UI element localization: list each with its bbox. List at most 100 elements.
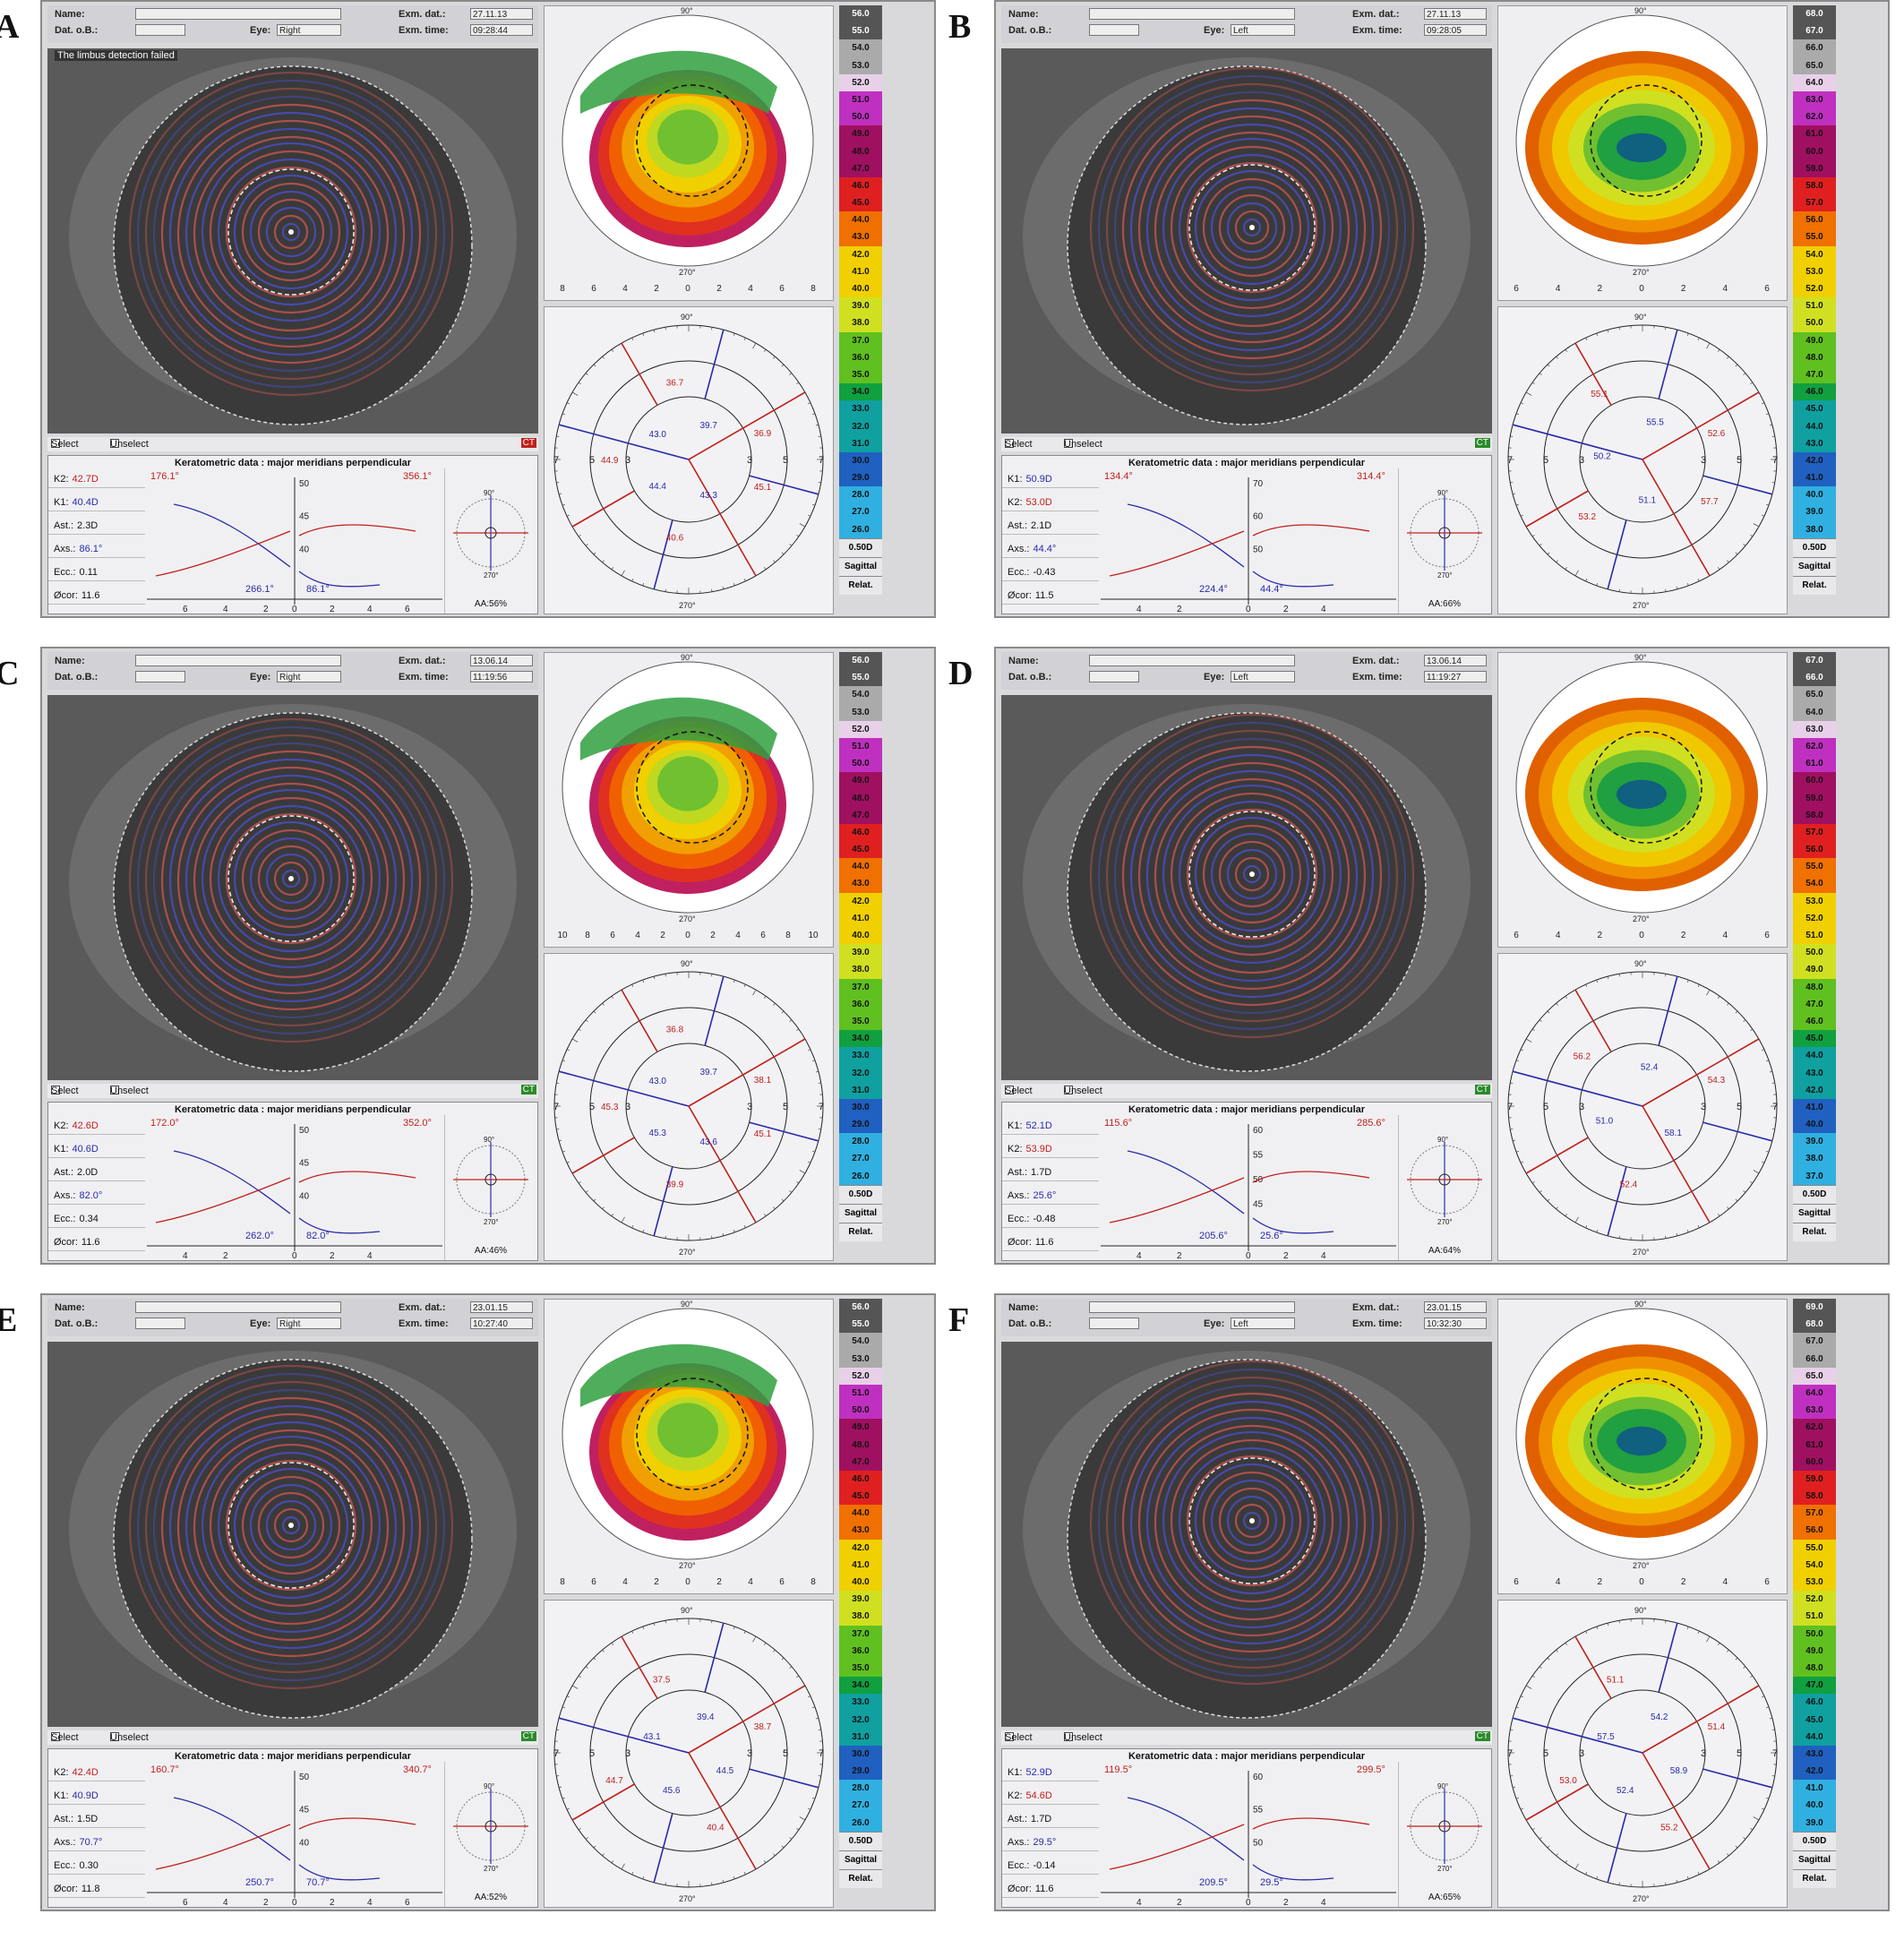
eye-field[interactable]: Right — [277, 671, 341, 682]
meridian-polar-map[interactable]: 38.1 39.7 36.8 43.0 45.3 45.3 39.9 43.6 45.1 90° 2… — [544, 953, 834, 1261]
scale-step[interactable]: 0.50D — [839, 1831, 882, 1850]
placido-ring — [144, 87, 438, 381]
kera-value: 40.4D — [72, 497, 99, 508]
ct-badge: CT — [520, 1085, 536, 1094]
eye-image[interactable] — [47, 695, 538, 1080]
name-field[interactable] — [135, 8, 341, 20]
meridian-value: 43.0 — [649, 1077, 667, 1086]
kera-value: -0.14 — [1033, 1860, 1056, 1871]
topography-map[interactable]: 90° 270° 6 4 2 0 2 4 6 — [1497, 652, 1788, 948]
scale-mode[interactable]: Relat. — [1793, 575, 1836, 595]
topography-map[interactable]: 90° 270° 8 6 4 2 0 2 4 6 8 — [544, 1299, 834, 1594]
exam-time-field[interactable]: 09:28:44 — [470, 24, 533, 36]
y-tick: 50 — [299, 1126, 310, 1136]
placido-ring — [1089, 1360, 1415, 1686]
scale-mode[interactable]: Relat. — [839, 1222, 882, 1241]
meridian-line — [749, 1768, 819, 1789]
kera-key: Ecc.: — [1008, 1860, 1030, 1871]
scale-type[interactable]: Sagittal — [839, 556, 882, 576]
name-field[interactable] — [135, 655, 341, 666]
scale-step[interactable]: 0.50D — [1793, 1831, 1836, 1850]
eye-field[interactable]: Left — [1231, 671, 1295, 682]
scale-step[interactable]: 0.50D — [1793, 537, 1836, 557]
scale-step[interactable]: 0.50D — [839, 1184, 882, 1204]
meridian-polar-map[interactable]: 54.3 52.4 56.2 51.0 52.4 58.1 90° 270° 7 5 3 3 5 7 — [1497, 953, 1788, 1261]
scale-step: 51.0 — [839, 737, 882, 756]
dob-field[interactable] — [135, 1318, 185, 1329]
meridian-polar-map[interactable]: 52.6 55.5 55.1 50.2 53.2 51.1 57.7 90° 270° 7 5 3 3 5… — [1497, 306, 1788, 614]
topography-map[interactable]: 90° 270° 8 6 4 2 0 2 4 6 8 — [544, 5, 834, 301]
eye-field[interactable]: Left — [1231, 24, 1295, 36]
eye-field[interactable]: Left — [1231, 1318, 1295, 1329]
scale-step: 68.0 — [1793, 1316, 1836, 1334]
scale-type[interactable]: Sagittal — [1793, 1850, 1836, 1869]
pupil-overlay — [636, 731, 749, 844]
meridian-value: 39.7 — [700, 421, 718, 431]
topo-x-tick: 2 — [1598, 284, 1603, 294]
eye-field[interactable]: Right — [277, 1318, 341, 1329]
exam-time-field[interactable]: 10:32:30 — [1424, 1318, 1487, 1329]
polar-270-label: 270° — [679, 1894, 696, 1903]
dob-field[interactable] — [135, 671, 185, 682]
eye-image[interactable] — [1001, 1342, 1492, 1727]
panel-label: D — [948, 655, 973, 692]
eye-field[interactable]: Right — [277, 24, 341, 36]
exam-date-field[interactable]: 13.06.14 — [470, 655, 533, 666]
meridian-line — [1574, 989, 1612, 1052]
meridian-line — [1512, 1717, 1643, 1754]
topography-map[interactable]: 90° 270° 10 8 6 4 2 0 2 4 6 8 10 — [544, 652, 834, 948]
scale-step: 36.0 — [839, 348, 882, 366]
exam-date-field[interactable]: 27.11.13 — [470, 8, 533, 20]
scale-step[interactable]: 0.50D — [839, 537, 882, 557]
scale-type[interactable]: Sagittal — [1793, 1203, 1836, 1223]
topography-map[interactable]: 90° 270° 6 4 2 0 2 4 6 — [1497, 5, 1788, 301]
exam-date-field[interactable]: 23.01.15 — [470, 1301, 533, 1313]
scale-type[interactable]: Sagittal — [1793, 556, 1836, 576]
meridian-value: 43.3 — [700, 491, 718, 501]
scale-type[interactable]: Sagittal — [839, 1850, 882, 1869]
placido-ring — [1210, 1479, 1294, 1563]
kera-key: Øcor: — [54, 1237, 78, 1248]
name-field[interactable] — [1089, 8, 1295, 20]
dob-field[interactable] — [1089, 24, 1139, 36]
scale-mode[interactable]: Relat. — [839, 575, 882, 595]
name-field[interactable] — [135, 1301, 341, 1313]
eye-image[interactable] — [47, 1342, 538, 1727]
meridian-polar-map[interactable]: 51.4 54.2 51.1 57.5 53.0 52.4 55.2 58.9 90° 270° 7… — [1497, 1600, 1788, 1908]
scale-step: 59.0 — [1793, 1470, 1836, 1489]
dob-field[interactable] — [1089, 1318, 1139, 1329]
dob-field[interactable] — [1089, 671, 1139, 682]
scale-step: 66.0 — [1793, 1350, 1836, 1368]
scale-step[interactable]: 0.50D — [1793, 1184, 1836, 1204]
flat-meridian-curve — [173, 503, 381, 588]
name-field[interactable] — [1089, 655, 1295, 666]
eye-image[interactable] — [1001, 48, 1492, 433]
scale-mode[interactable]: Relat. — [1793, 1868, 1836, 1888]
exam-time-field[interactable]: 11:19:56 — [470, 671, 533, 682]
scale-mode[interactable]: Relat. — [839, 1868, 882, 1888]
exam-date-field[interactable]: 23.01.15 — [1424, 1301, 1487, 1313]
x-tick: 2 — [330, 1898, 335, 1907]
meridian-polar-map[interactable]: 36.9 39.7 36.7 43.0 44.9 44.4 40.6 43.3 45.1 90° 2… — [544, 306, 834, 614]
eye-label: Eye: — [1204, 672, 1225, 682]
topography-map[interactable]: 90° 270° 6 4 2 0 2 4 6 — [1497, 1299, 1788, 1594]
kera-key: K2: — [54, 474, 69, 485]
scale-step: 53.0 — [839, 703, 882, 721]
scale-mode[interactable]: Relat. — [1793, 1222, 1836, 1241]
exam-time-field[interactable]: 09:28:05 — [1424, 24, 1487, 36]
scale-step: 50.0 — [839, 1402, 882, 1420]
exam-date-field[interactable]: 27.11.13 — [1424, 8, 1487, 20]
exam-time-field[interactable]: 10:27:40 — [470, 1318, 533, 1329]
exam-time-field[interactable]: 11:19:27 — [1424, 671, 1487, 682]
scale-type[interactable]: Sagittal — [839, 1203, 882, 1223]
placido-ring — [1234, 856, 1270, 892]
scale-step: 53.0 — [1793, 892, 1836, 910]
eye-label: Eye: — [250, 672, 271, 682]
placido-ring — [1154, 1424, 1351, 1621]
exam-date-field[interactable]: 13.06.14 — [1424, 655, 1487, 666]
dob-field[interactable] — [135, 24, 185, 36]
eye-image[interactable] — [1001, 695, 1492, 1080]
eye-image[interactable]: The limbus detection failed — [47, 48, 538, 433]
name-field[interactable] — [1089, 1301, 1295, 1313]
meridian-polar-map[interactable]: 38.7 39.4 37.5 43.1 44.7 45.6 40.4 44.5 90° 270° 7… — [544, 1600, 834, 1908]
